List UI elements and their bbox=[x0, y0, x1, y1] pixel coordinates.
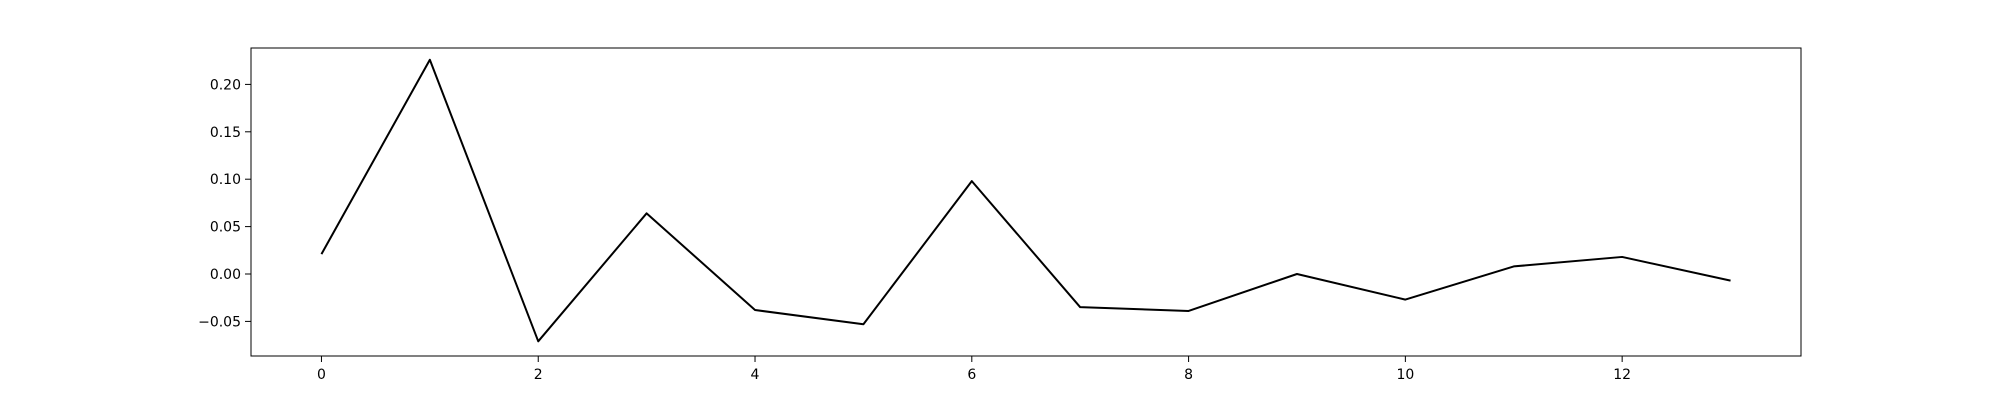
x-tick-label: 4 bbox=[751, 367, 760, 383]
y-tick-label: 0.00 bbox=[210, 267, 241, 283]
y-tick-label: −0.05 bbox=[198, 314, 241, 330]
y-tick-label: 0.10 bbox=[210, 172, 241, 188]
plot-frame bbox=[250, 47, 1802, 357]
axis-ticks: 0 2 4 6 8 10 12 −0.05 0.00 0.05 0.10 0.15 0.20 bbox=[198, 77, 1631, 383]
x-tick-label: 0 bbox=[317, 367, 326, 383]
x-tick-label: 10 bbox=[1396, 367, 1414, 383]
x-tick-label: 6 bbox=[967, 367, 976, 383]
y-tick-label: 0.15 bbox=[210, 125, 241, 141]
x-tick-label: 12 bbox=[1613, 367, 1631, 383]
series-layer bbox=[320, 58, 1731, 343]
y-tick-label: 0.20 bbox=[210, 77, 241, 93]
x-tick-label: 2 bbox=[534, 367, 543, 383]
y-tick-label: 0.05 bbox=[210, 220, 241, 236]
series-line bbox=[320, 58, 1731, 343]
x-tick-label: 8 bbox=[1184, 367, 1193, 383]
